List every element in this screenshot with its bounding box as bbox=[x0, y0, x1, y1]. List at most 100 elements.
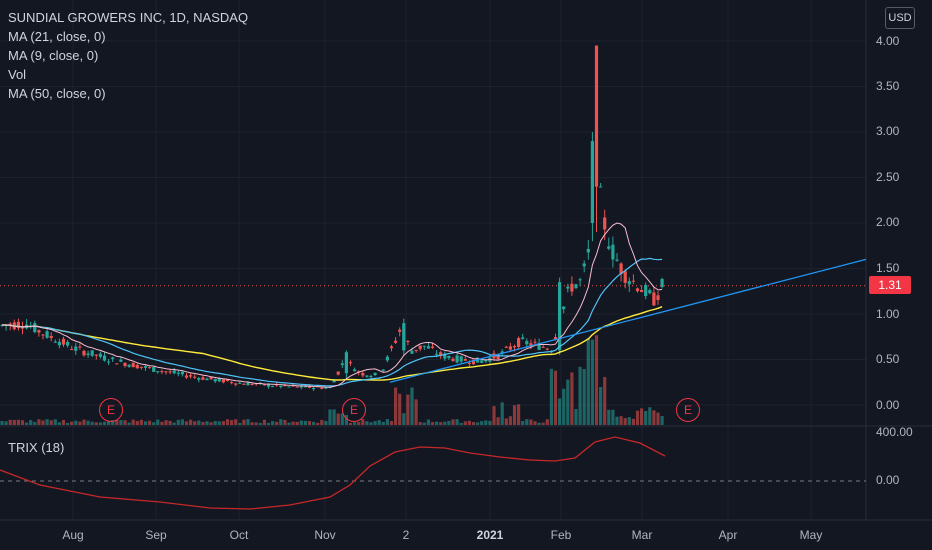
candle-body bbox=[242, 383, 246, 385]
volume-bar bbox=[508, 416, 512, 425]
volume-bar bbox=[324, 421, 328, 425]
y-tick-label: 3.00 bbox=[876, 124, 900, 138]
legend-ma50[interactable]: MA (50, close, 0) bbox=[8, 86, 106, 101]
candle-body bbox=[98, 353, 102, 357]
candle-body bbox=[303, 385, 307, 388]
volume-bar bbox=[398, 393, 402, 425]
volume-bar bbox=[180, 419, 184, 425]
volume-bar bbox=[480, 421, 484, 425]
candle-body bbox=[594, 45, 599, 187]
earnings-marker[interactable]: E bbox=[342, 398, 366, 422]
volume-bar bbox=[12, 419, 16, 425]
volume-bar bbox=[164, 420, 168, 425]
candle-body bbox=[652, 292, 656, 306]
volume-bar bbox=[488, 420, 492, 425]
candle-body bbox=[353, 369, 357, 372]
candle-body bbox=[201, 377, 205, 380]
candle-body bbox=[279, 385, 283, 388]
currency-button[interactable]: USD bbox=[885, 7, 915, 29]
candle-body bbox=[57, 341, 61, 346]
candle-body bbox=[176, 372, 180, 374]
volume-bar bbox=[414, 399, 418, 425]
candle-body bbox=[640, 290, 644, 293]
volume-bar bbox=[78, 421, 82, 425]
volume-bar bbox=[111, 420, 115, 425]
earnings-marker[interactable]: E bbox=[99, 398, 123, 422]
volume-bar bbox=[291, 421, 295, 425]
y-tick-label: 1.50 bbox=[876, 261, 900, 275]
earnings-marker[interactable]: E bbox=[676, 398, 700, 422]
volume-bar bbox=[37, 419, 41, 425]
volume-bar bbox=[295, 421, 299, 425]
legend-ma21[interactable]: MA (21, close, 0) bbox=[8, 29, 106, 44]
volume-bar bbox=[599, 387, 603, 425]
candle-body bbox=[430, 346, 435, 348]
volume-bar bbox=[553, 370, 558, 425]
x-tick-label: Feb bbox=[550, 528, 572, 542]
volume-bar bbox=[275, 421, 279, 425]
candle-body bbox=[406, 340, 410, 342]
candle-body bbox=[111, 357, 115, 359]
ma9-line bbox=[1, 222, 663, 388]
candle-body bbox=[172, 370, 176, 374]
volume-bar bbox=[148, 420, 152, 425]
candle-body bbox=[160, 371, 164, 373]
candle-body bbox=[385, 356, 389, 361]
volume-bar bbox=[381, 421, 385, 425]
volume-bar bbox=[254, 422, 258, 425]
volume-bar bbox=[332, 409, 336, 425]
x-tick-label: Oct bbox=[229, 528, 249, 542]
trix-legend[interactable]: TRIX (18) bbox=[8, 440, 65, 455]
volume-bar bbox=[541, 422, 545, 425]
volume-bar bbox=[230, 420, 234, 425]
candle-body bbox=[332, 380, 336, 383]
candle-body bbox=[143, 366, 148, 368]
volume-bar bbox=[640, 408, 644, 425]
volume-bar bbox=[143, 421, 148, 425]
candle-body bbox=[86, 353, 90, 355]
volume-bar bbox=[176, 419, 180, 425]
candle-body bbox=[135, 364, 139, 369]
volume-bar bbox=[443, 421, 447, 425]
volume-bar bbox=[4, 421, 8, 425]
legend-vol[interactable]: Vol bbox=[8, 67, 27, 82]
candle-body bbox=[209, 376, 213, 380]
volume-bar bbox=[205, 421, 209, 425]
volume-bar bbox=[361, 419, 365, 425]
volume-bar bbox=[430, 422, 435, 425]
volume-bar bbox=[357, 421, 361, 425]
volume-bar bbox=[307, 421, 312, 425]
legend-ma9[interactable]: MA (9, close, 0) bbox=[8, 48, 99, 63]
volume-bar bbox=[529, 419, 533, 425]
volume-bar bbox=[451, 419, 455, 425]
x-tick-label: 2 bbox=[402, 528, 410, 542]
volume-bar bbox=[627, 417, 631, 425]
candle-body bbox=[541, 346, 545, 348]
y-tick-label: 0.50 bbox=[876, 352, 900, 366]
volume-bar bbox=[49, 420, 53, 425]
volume-bar bbox=[402, 413, 406, 425]
trix-tick-label: 400.00 bbox=[876, 425, 913, 439]
candle-body bbox=[61, 338, 66, 345]
candle-body bbox=[435, 353, 439, 355]
chart-grid bbox=[0, 0, 932, 521]
volume-bars bbox=[0, 335, 664, 425]
candle-body bbox=[156, 371, 160, 373]
volume-bar bbox=[648, 407, 652, 425]
volume-bar bbox=[213, 421, 217, 425]
volume-bar bbox=[496, 417, 500, 425]
volume-bar bbox=[336, 413, 340, 425]
indicator-lines bbox=[0, 222, 867, 510]
candle-body bbox=[656, 295, 660, 300]
candle-body bbox=[373, 372, 377, 376]
volume-bar bbox=[365, 421, 369, 425]
candle-body bbox=[635, 288, 640, 292]
volume-bar bbox=[492, 406, 496, 425]
chart-legend: SUNDIAL GROWERS INC, 1D, NASDAQ MA (21, … bbox=[8, 8, 248, 103]
symbol-title[interactable]: SUNDIAL GROWERS INC, 1D, NASDAQ bbox=[8, 10, 249, 25]
candle-body bbox=[271, 386, 275, 388]
candle-body bbox=[562, 306, 566, 310]
volume-bar bbox=[328, 409, 332, 425]
volume-bar bbox=[209, 422, 213, 425]
